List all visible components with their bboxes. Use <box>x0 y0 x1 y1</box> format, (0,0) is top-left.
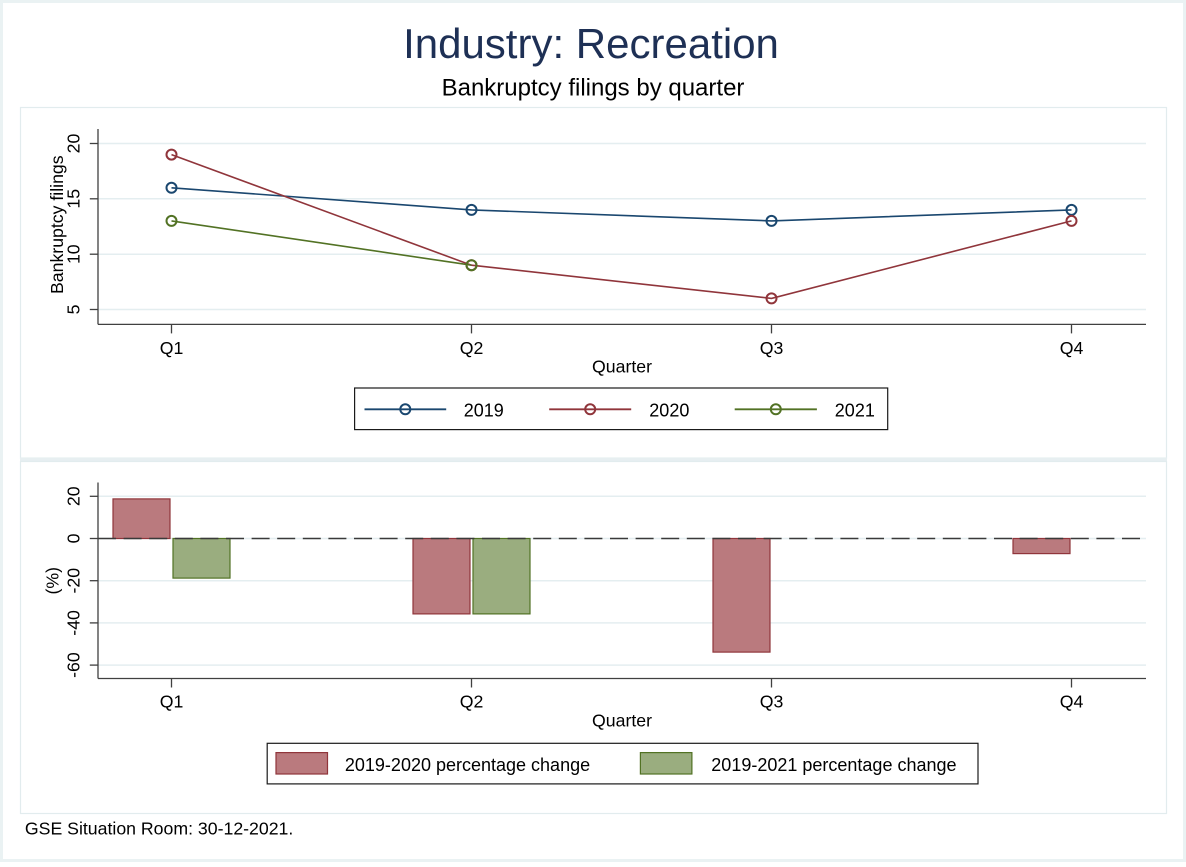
svg-text:2020: 2020 <box>649 401 689 421</box>
svg-text:2019: 2019 <box>464 401 504 421</box>
svg-text:Bankruptcy filings: Bankruptcy filings <box>47 155 67 294</box>
svg-text:Q2: Q2 <box>460 692 484 712</box>
svg-text:Bankruptcy filings by quarter: Bankruptcy filings by quarter <box>442 75 745 102</box>
svg-text:Q3: Q3 <box>760 338 784 358</box>
svg-text:5: 5 <box>64 304 84 314</box>
svg-text:20: 20 <box>64 134 84 154</box>
svg-text:Industry: Recreation: Industry: Recreation <box>403 20 779 67</box>
svg-text:Quarter: Quarter <box>592 357 652 377</box>
svg-text:Quarter: Quarter <box>592 710 652 730</box>
svg-text:Q4: Q4 <box>1060 692 1084 712</box>
svg-text:-20: -20 <box>64 568 84 594</box>
svg-text:Q4: Q4 <box>1060 338 1084 358</box>
svg-text:20: 20 <box>64 486 84 506</box>
svg-text:Q2: Q2 <box>460 338 484 358</box>
svg-text:Q3: Q3 <box>760 692 784 712</box>
svg-text:Q1: Q1 <box>160 338 184 358</box>
svg-text:-60: -60 <box>64 652 84 678</box>
svg-text:2019-2021 percentage change: 2019-2021 percentage change <box>711 755 956 775</box>
svg-text:2019-2020 percentage change: 2019-2020 percentage change <box>345 755 590 775</box>
svg-text:Q1: Q1 <box>160 692 184 712</box>
svg-text:GSE Situation Room: 30-12-2021: GSE Situation Room: 30-12-2021. <box>25 818 293 838</box>
svg-text:(%): (%) <box>43 567 63 595</box>
svg-text:10: 10 <box>64 244 84 264</box>
svg-text:0: 0 <box>64 533 84 543</box>
svg-text:-40: -40 <box>64 610 84 636</box>
svg-text:2021: 2021 <box>835 401 875 421</box>
svg-text:15: 15 <box>64 189 84 209</box>
